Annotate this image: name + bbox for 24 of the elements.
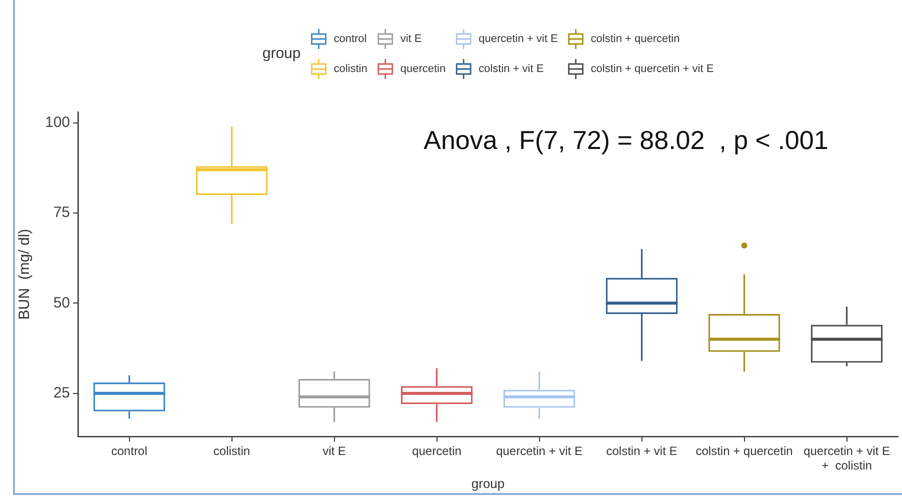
x-tick-label: quercetin + vit E <box>496 444 582 458</box>
y-tick-label: 25 <box>53 384 70 402</box>
x-tick-label: colstin + quercetin <box>696 444 793 458</box>
y-tick-label: 100 <box>44 114 70 131</box>
legend-label: colstin + vit E <box>478 63 544 76</box>
x-tick-label: quercetin <box>412 444 462 458</box>
x-tick-label: vit E <box>322 444 346 458</box>
x-tick-label: colistin <box>213 444 250 458</box>
x-tick-label: quercetin + vit E + colistin <box>804 444 890 473</box>
y-axis-title: BUN (mg/ dl) <box>16 228 34 320</box>
legend-title: group <box>262 45 301 62</box>
legend-label: vit E <box>400 33 422 46</box>
legend-label: colstin + quercetin <box>590 33 680 46</box>
annotation: Anova , F(7, 72) = 88.02 , p < .001 <box>424 125 828 156</box>
legend-label: quercetin <box>400 63 446 76</box>
legend-label: colstin + quercetin + vit E <box>590 63 714 76</box>
y-tick-label: 75 <box>53 204 70 222</box>
y-tick-label: 50 <box>53 294 70 312</box>
x-tick-label: colstin + vit E <box>606 444 678 458</box>
x-axis-title: group <box>471 476 505 491</box>
legend-label: quercetin + vit E <box>478 33 558 46</box>
x-tick-label: control <box>111 444 148 458</box>
legend-label: colistin <box>334 63 368 76</box>
legend-label: control <box>334 33 367 46</box>
